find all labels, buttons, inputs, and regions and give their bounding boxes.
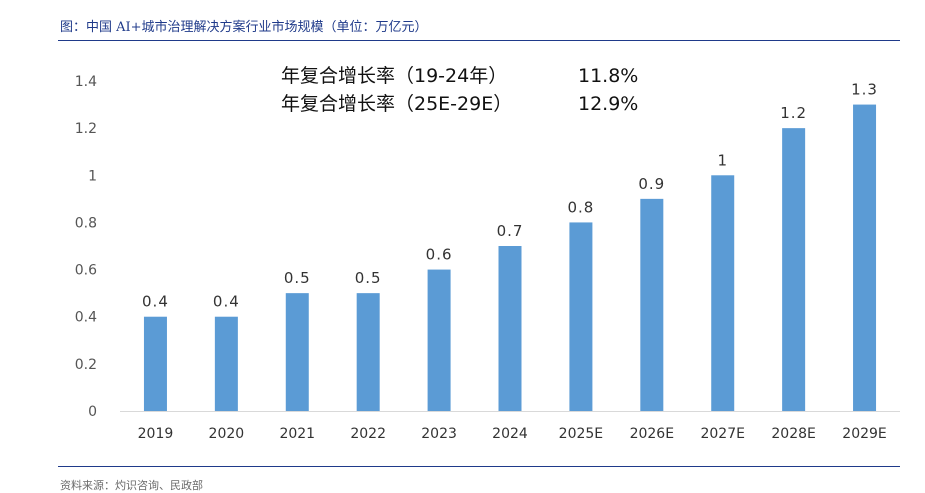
- x-tick-label: 2022: [350, 426, 386, 442]
- x-tick-label: 2023: [421, 426, 457, 442]
- title-rule: [58, 40, 900, 41]
- x-tick-label: 2020: [209, 426, 245, 442]
- x-tick-label: 2019: [138, 426, 174, 442]
- data-label: 1.3: [851, 81, 878, 99]
- x-tick-label: 2024: [492, 426, 528, 442]
- source-note: 资料来源：灼识咨询、民政部: [60, 479, 203, 492]
- x-tick-label: 2021: [279, 426, 315, 442]
- y-tick-label: 0.6: [75, 263, 97, 279]
- bar: [285, 293, 309, 411]
- footer-rule: [58, 466, 900, 467]
- data-label: 1.2: [780, 104, 807, 122]
- bar: [640, 198, 664, 411]
- data-label: 0.4: [213, 293, 240, 311]
- cagr-label: 年复合增长率（25E-29E）: [281, 93, 512, 115]
- cagr-value: 12.9%: [578, 93, 638, 115]
- bar: [853, 104, 877, 412]
- cagr-annotations: 年复合增长率（19-24年） 11.8% 年复合增长率（25E-29E） 12.9%: [281, 65, 638, 115]
- cagr-value: 11.8%: [578, 65, 638, 87]
- data-label: 0.5: [284, 269, 311, 287]
- data-label: 0.8: [567, 198, 594, 216]
- x-tick-label: 2026E: [630, 426, 674, 442]
- y-tick-label: 1: [88, 168, 97, 184]
- y-axis: 0 0.2 0.4 0.6 0.8 1 1.2 1.4: [75, 74, 97, 420]
- data-label: 1: [717, 151, 728, 169]
- cagr-label: 年复合增长率（19-24年）: [281, 65, 507, 87]
- bar: [427, 269, 451, 411]
- data-label: 0.6: [426, 246, 453, 264]
- x-tick-label: 2027E: [700, 426, 744, 442]
- data-label: 0.4: [142, 293, 169, 311]
- bar: [214, 316, 238, 411]
- bar: [782, 128, 806, 411]
- bar: [498, 246, 522, 411]
- data-labels: 0.4 0.4 0.5 0.5 0.6 0.7 0.8 0.9 1 1.2 1.3: [142, 81, 878, 311]
- x-tick-label: 2025E: [559, 426, 603, 442]
- data-label: 0.7: [497, 222, 524, 240]
- y-tick-label: 0: [88, 404, 97, 420]
- y-tick-label: 1.2: [75, 121, 97, 137]
- chart-title: 图：中国 AI+城市治理解决方案行业市场规模（单位：万亿元）: [60, 20, 428, 35]
- x-tick-label: 2029E: [842, 426, 886, 442]
- bar: [143, 316, 167, 411]
- y-tick-label: 0.4: [75, 310, 97, 326]
- data-label: 0.9: [638, 175, 665, 193]
- y-tick-label: 0.2: [75, 357, 97, 373]
- bar: [569, 222, 593, 411]
- data-label: 0.5: [355, 269, 382, 287]
- bar: [356, 293, 380, 411]
- y-tick-label: 1.4: [75, 74, 97, 90]
- y-tick-label: 0.8: [75, 215, 97, 231]
- x-tick-label: 2028E: [771, 426, 815, 442]
- bars: [143, 104, 877, 412]
- x-axis: 2019 2020 2021 2022 2023 2024 2025E 2026E 2027E 2…: [138, 426, 887, 442]
- bar: [711, 175, 735, 411]
